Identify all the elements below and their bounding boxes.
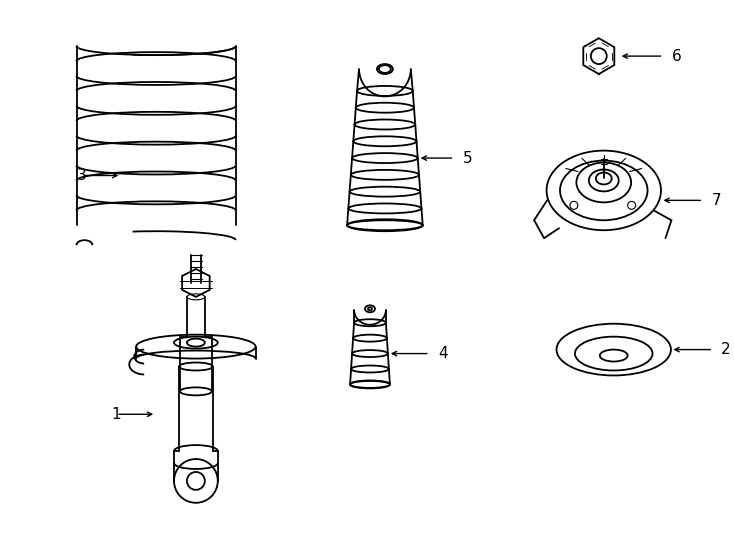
Text: 3: 3 bbox=[76, 168, 87, 183]
Text: 4: 4 bbox=[437, 346, 448, 361]
Text: 6: 6 bbox=[672, 49, 681, 64]
Text: 7: 7 bbox=[711, 193, 721, 208]
Text: 2: 2 bbox=[722, 342, 731, 357]
Text: 5: 5 bbox=[462, 151, 472, 166]
Text: 1: 1 bbox=[112, 407, 121, 422]
